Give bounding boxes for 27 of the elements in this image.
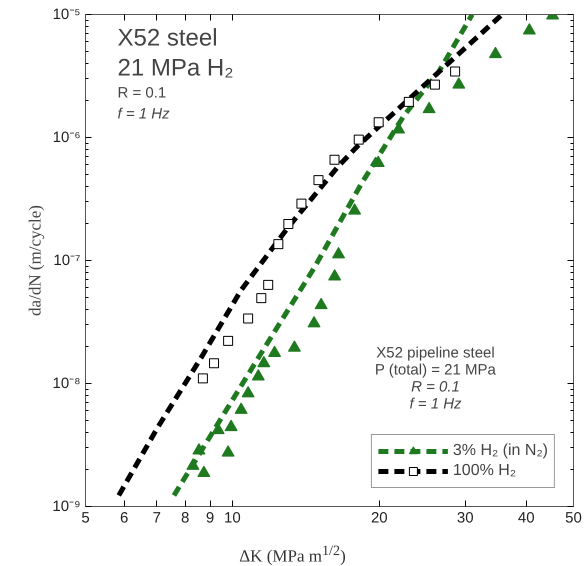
x-tick-label: 8 — [180, 510, 190, 526]
legend-label: 3% H₂ (in N₂) — [452, 442, 548, 460]
y-axis-title: da/dN (m/cycle) — [25, 205, 44, 316]
x-tick-label: 10 — [224, 510, 241, 526]
y-tick-label: 10⁻⁸ — [52, 375, 81, 392]
annotation: f = 1 Hz — [118, 106, 170, 122]
annotation: f = 1 Hz — [409, 396, 462, 412]
annotation: P (total) = 21 MPa — [374, 362, 497, 378]
annotation: R = 0.1 — [118, 84, 166, 102]
x-tick-label: 9 — [206, 510, 214, 526]
x-tick-label: 7 — [152, 510, 161, 526]
y-tick-label: 10⁻⁷ — [53, 252, 81, 269]
y-tick-label: 10⁻⁶ — [52, 129, 80, 146]
legend-label: 100% H₂ — [452, 462, 516, 480]
annotation: X52 steel — [118, 24, 218, 52]
x-tick-label: 20 — [370, 510, 388, 526]
annotation: X52 pipeline steel — [376, 344, 495, 362]
annotation: 21 MPa H₂ — [118, 54, 234, 82]
x-tick-label: 5 — [81, 510, 90, 526]
x-tick-label: 30 — [456, 510, 474, 526]
y-tick-label: 10⁻⁵ — [52, 6, 81, 23]
x-tick-label: 6 — [120, 510, 128, 526]
x-axis-title: ΔK (MPa m$^{1/2}$) — [238, 542, 347, 566]
annotation: R = 0.1 — [411, 378, 460, 396]
x-tick-label: 40 — [518, 510, 535, 526]
y-tick-label: 10⁻⁹ — [52, 498, 80, 515]
x-tick-label: 50 — [565, 510, 582, 526]
